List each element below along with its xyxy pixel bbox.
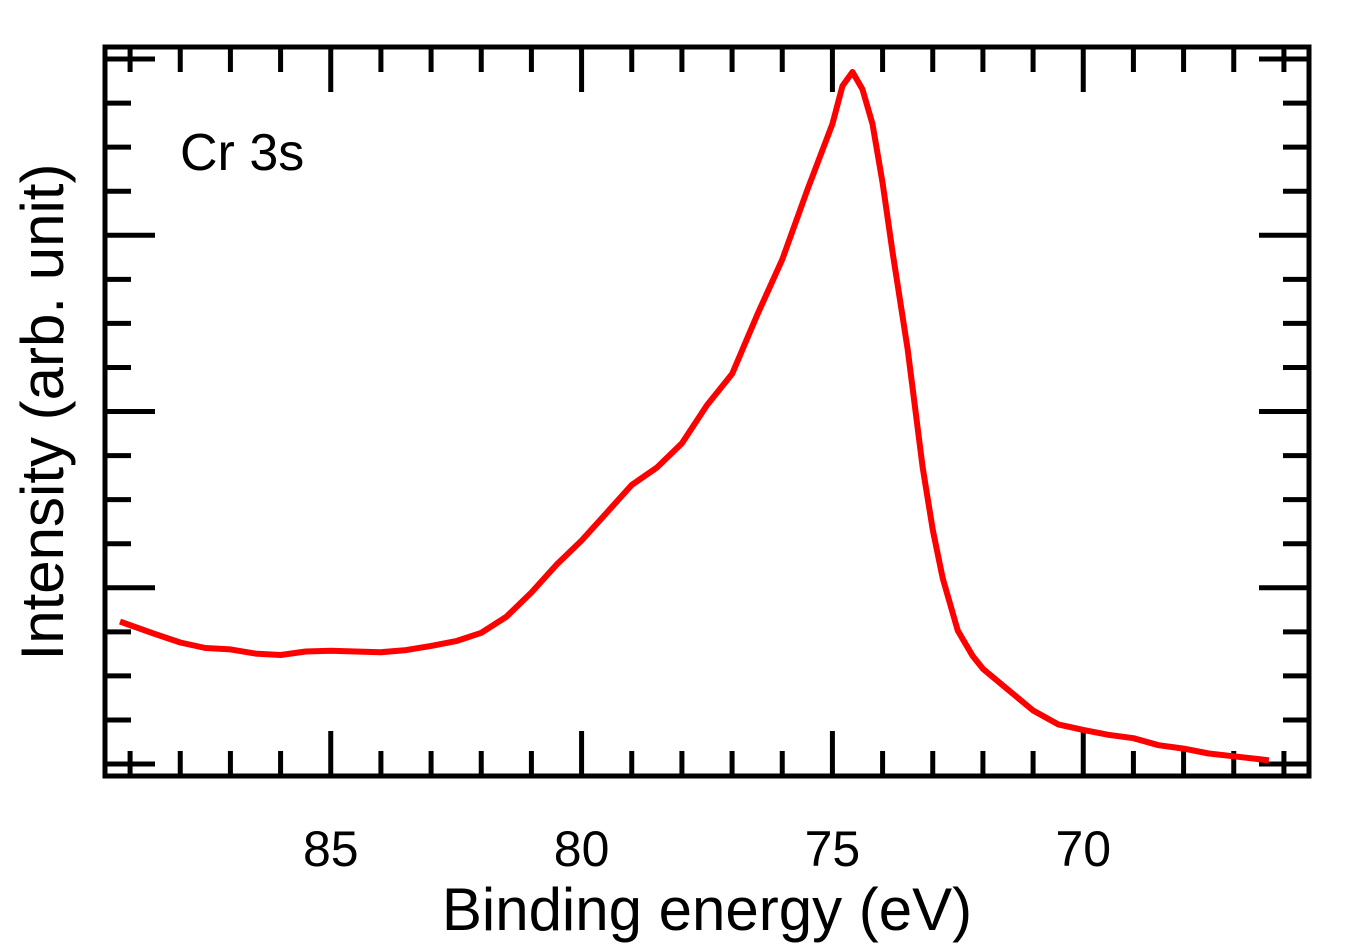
x-tick-label: 70 xyxy=(1055,821,1111,877)
axis-ticks xyxy=(105,47,1309,776)
x-axis-title: Binding energy (eV) xyxy=(442,876,972,943)
data-series-line xyxy=(118,69,1270,764)
x-tick-labels: 85 80 75 70 xyxy=(303,821,1111,877)
annotation-label: Cr 3s xyxy=(180,124,304,182)
y-axis-title: Intensity (arb. unit) xyxy=(9,164,76,661)
x-tick-label: 80 xyxy=(554,821,610,877)
x-tick-label: 85 xyxy=(303,821,359,877)
x-tick-label: 75 xyxy=(805,821,861,877)
plot-frame xyxy=(102,44,1312,779)
